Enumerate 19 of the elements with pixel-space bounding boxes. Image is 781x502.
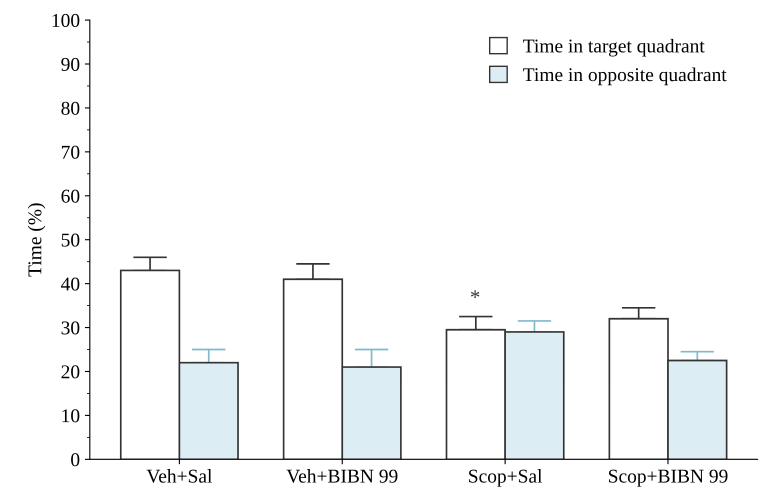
legend-label: Time in target quadrant — [523, 38, 705, 57]
y-tick-label: 10 — [62, 409, 80, 422]
y-tick-label: 40 — [61, 277, 80, 291]
y-tick-label: 0 — [71, 453, 80, 466]
y-tick-label: 60 — [61, 190, 80, 203]
y-tick-label: 80 — [61, 102, 80, 115]
x-tick-label: Veh+Sal — [146, 469, 212, 483]
annotation: * — [470, 290, 480, 298]
x-tick-label: Scop+Sal — [469, 469, 542, 487]
y-tick-label: 100 — [52, 14, 80, 28]
legend-label: Time in opposite quadrant — [523, 68, 727, 86]
y-tick-label: 50 — [62, 234, 80, 247]
y-axis-title: Time (%) — [28, 203, 46, 277]
x-tick-label: Scop+BIBN 99 — [608, 470, 728, 487]
y-tick-label: 30 — [62, 321, 80, 334]
y-tick-label: 70 — [62, 146, 80, 159]
x-tick-label: Veh+BIBN 99 — [286, 469, 398, 483]
y-tick-label: 90 — [61, 58, 80, 71]
y-tick-label: 20 — [62, 365, 80, 378]
